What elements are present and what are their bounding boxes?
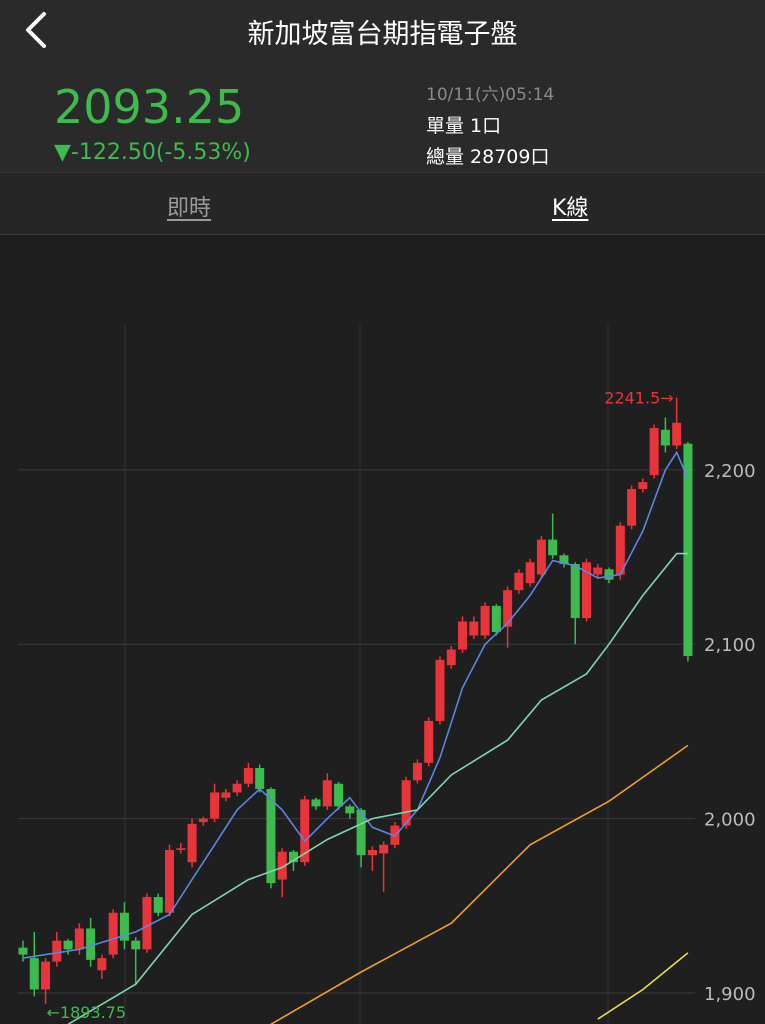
candle-body [86, 928, 96, 960]
candle-body [435, 659, 445, 721]
candle-body [97, 958, 107, 971]
quote-time: 10/11(六)05:14 [426, 85, 555, 105]
candle-body [288, 851, 298, 863]
candle-body [153, 897, 163, 913]
candle-body [165, 849, 175, 913]
candle-body [491, 605, 501, 633]
price: 2093.25 [54, 80, 245, 134]
y-tick-label: 2,000 [704, 810, 756, 831]
candle-body [559, 555, 569, 565]
candle-body [536, 539, 546, 575]
candle-body [638, 482, 648, 490]
tab[interactable]: K線 [552, 196, 589, 221]
candle-body [345, 806, 355, 814]
candle-body [187, 823, 197, 863]
candle-body [311, 799, 321, 807]
candle-body [401, 780, 411, 826]
candle-body [198, 818, 208, 823]
candle-body [18, 947, 28, 955]
candle-body [29, 958, 39, 990]
candle-body [683, 443, 693, 657]
tab[interactable]: 即時 [167, 196, 212, 221]
candle-body [41, 961, 51, 990]
candle-body [300, 799, 310, 863]
candle-body [458, 621, 468, 650]
y-tick-label: 1,900 [704, 984, 756, 1005]
candle-body [266, 788, 276, 884]
candle-body [52, 940, 62, 962]
candle-body [108, 912, 118, 955]
candle-body [232, 783, 242, 793]
candle-body [672, 422, 682, 446]
candle-body [446, 649, 456, 666]
candle-body [412, 762, 422, 781]
candle-body [63, 940, 73, 950]
candle-body [480, 605, 490, 636]
back-button[interactable] [18, 10, 54, 50]
candle-body [570, 564, 580, 619]
candle-body [255, 768, 265, 789]
candle-body [660, 429, 670, 446]
min-annotation: ←1893.75 [47, 1003, 127, 1022]
candle-body [525, 562, 535, 584]
candle-body [503, 590, 513, 627]
moving-average-line [597, 952, 689, 1020]
moving-average-line [270, 744, 689, 1024]
candle-body [424, 720, 434, 763]
tab-bar: 即時 K線 [0, 172, 765, 235]
unit-volume: 單量 1口 [426, 115, 502, 137]
candle-body [379, 844, 389, 854]
candle-body [142, 897, 152, 950]
candle-body [74, 928, 84, 950]
max-annotation: 2241.5→ [604, 389, 673, 408]
candle-body [210, 792, 220, 819]
price-change: ▼-122.50(-5.53%) [54, 140, 251, 165]
candle-body [277, 851, 287, 880]
candle-body [356, 809, 366, 856]
candle-body [131, 940, 141, 950]
candle-body [627, 489, 637, 526]
moving-average-line [67, 552, 688, 1024]
candle-body [649, 428, 659, 476]
candle-body [243, 768, 253, 784]
candle-body [582, 562, 591, 619]
candle-body [322, 780, 332, 807]
candle-body [176, 848, 186, 850]
candle-body [514, 572, 524, 591]
candle-body [390, 825, 400, 845]
candle-body [119, 912, 129, 941]
candle-body [367, 849, 377, 856]
candle-body [548, 539, 558, 556]
moving-average-line [22, 450, 689, 959]
candle-body [334, 783, 344, 807]
candle-body [221, 792, 231, 798]
candle-body [593, 567, 603, 575]
title: 新加坡富台期指電子盤 [247, 19, 518, 50]
candle-body [469, 621, 479, 636]
vertical-grid [124, 325, 609, 1024]
quote-panel: 新加坡富台期指電子盤 2093.25 ▼-122.50(-5.53%) 10/1… [0, 0, 765, 172]
total-volume: 總量 28709口 [426, 146, 550, 168]
candle-body [615, 525, 625, 575]
y-tick-label: 2,200 [704, 461, 756, 482]
y-tick-label: 2,100 [704, 635, 756, 656]
candle-body [604, 569, 614, 580]
